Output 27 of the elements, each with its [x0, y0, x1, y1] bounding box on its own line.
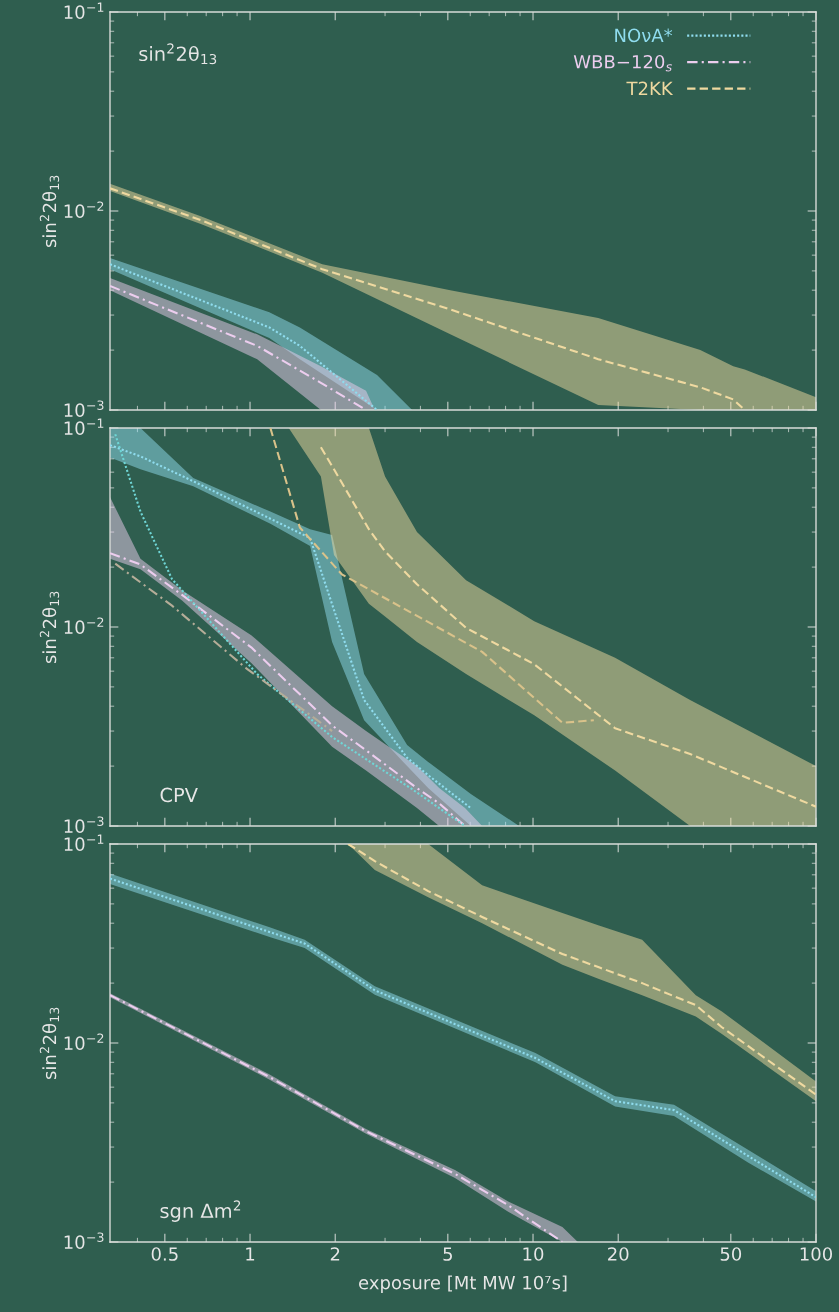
annotation: sgn Δm$^{2}$	[160, 1200, 241, 1222]
y-tick-label: 10$^{−2}$	[64, 1033, 104, 1050]
x-tick-label: 1	[246, 1247, 255, 1261]
y-tick-label: 10$^{−2}$	[64, 201, 104, 218]
y-tick-label: 10$^{−3}$	[64, 816, 104, 833]
legend-label: WBB−120$_{s}$	[573, 54, 672, 72]
x-tick-label: 100	[800, 1247, 833, 1261]
x-tick-label: 0.5	[151, 1247, 178, 1261]
y-axis-title: sin$^{2}$2θ$_{13}$	[39, 591, 60, 664]
legend-label: T2KK	[626, 81, 674, 95]
x-tick-label: 20	[608, 1247, 629, 1261]
x-tick-label: 5	[443, 1247, 452, 1261]
x-axis-title: exposure [Mt MW 10⁷s]	[359, 1275, 567, 1293]
x-tick-label: 2	[330, 1247, 340, 1261]
legend-label: NOνA*	[615, 28, 673, 43]
y-tick-label: 10$^{−1}$	[64, 418, 104, 435]
x-tick-label: 10	[523, 1247, 544, 1261]
y-axis-title: sin$^{2}$2θ$_{13}$	[39, 1007, 60, 1080]
annotation: sin$^{2}$2θ$_{13}$	[139, 43, 217, 65]
annotation: CPV	[160, 787, 198, 803]
y-tick-label: 10$^{−1}$	[64, 834, 104, 851]
x-tick-label: 50	[720, 1247, 742, 1261]
y-axis-title: sin$^{2}$2θ$_{13}$	[39, 175, 60, 248]
y-tick-label: 10$^{−1}$	[64, 2, 104, 19]
y-tick-label: 10$^{−3}$	[64, 400, 104, 417]
y-tick-label: 10$^{−3}$	[64, 1232, 104, 1249]
y-tick-label: 10$^{−2}$	[64, 617, 104, 634]
